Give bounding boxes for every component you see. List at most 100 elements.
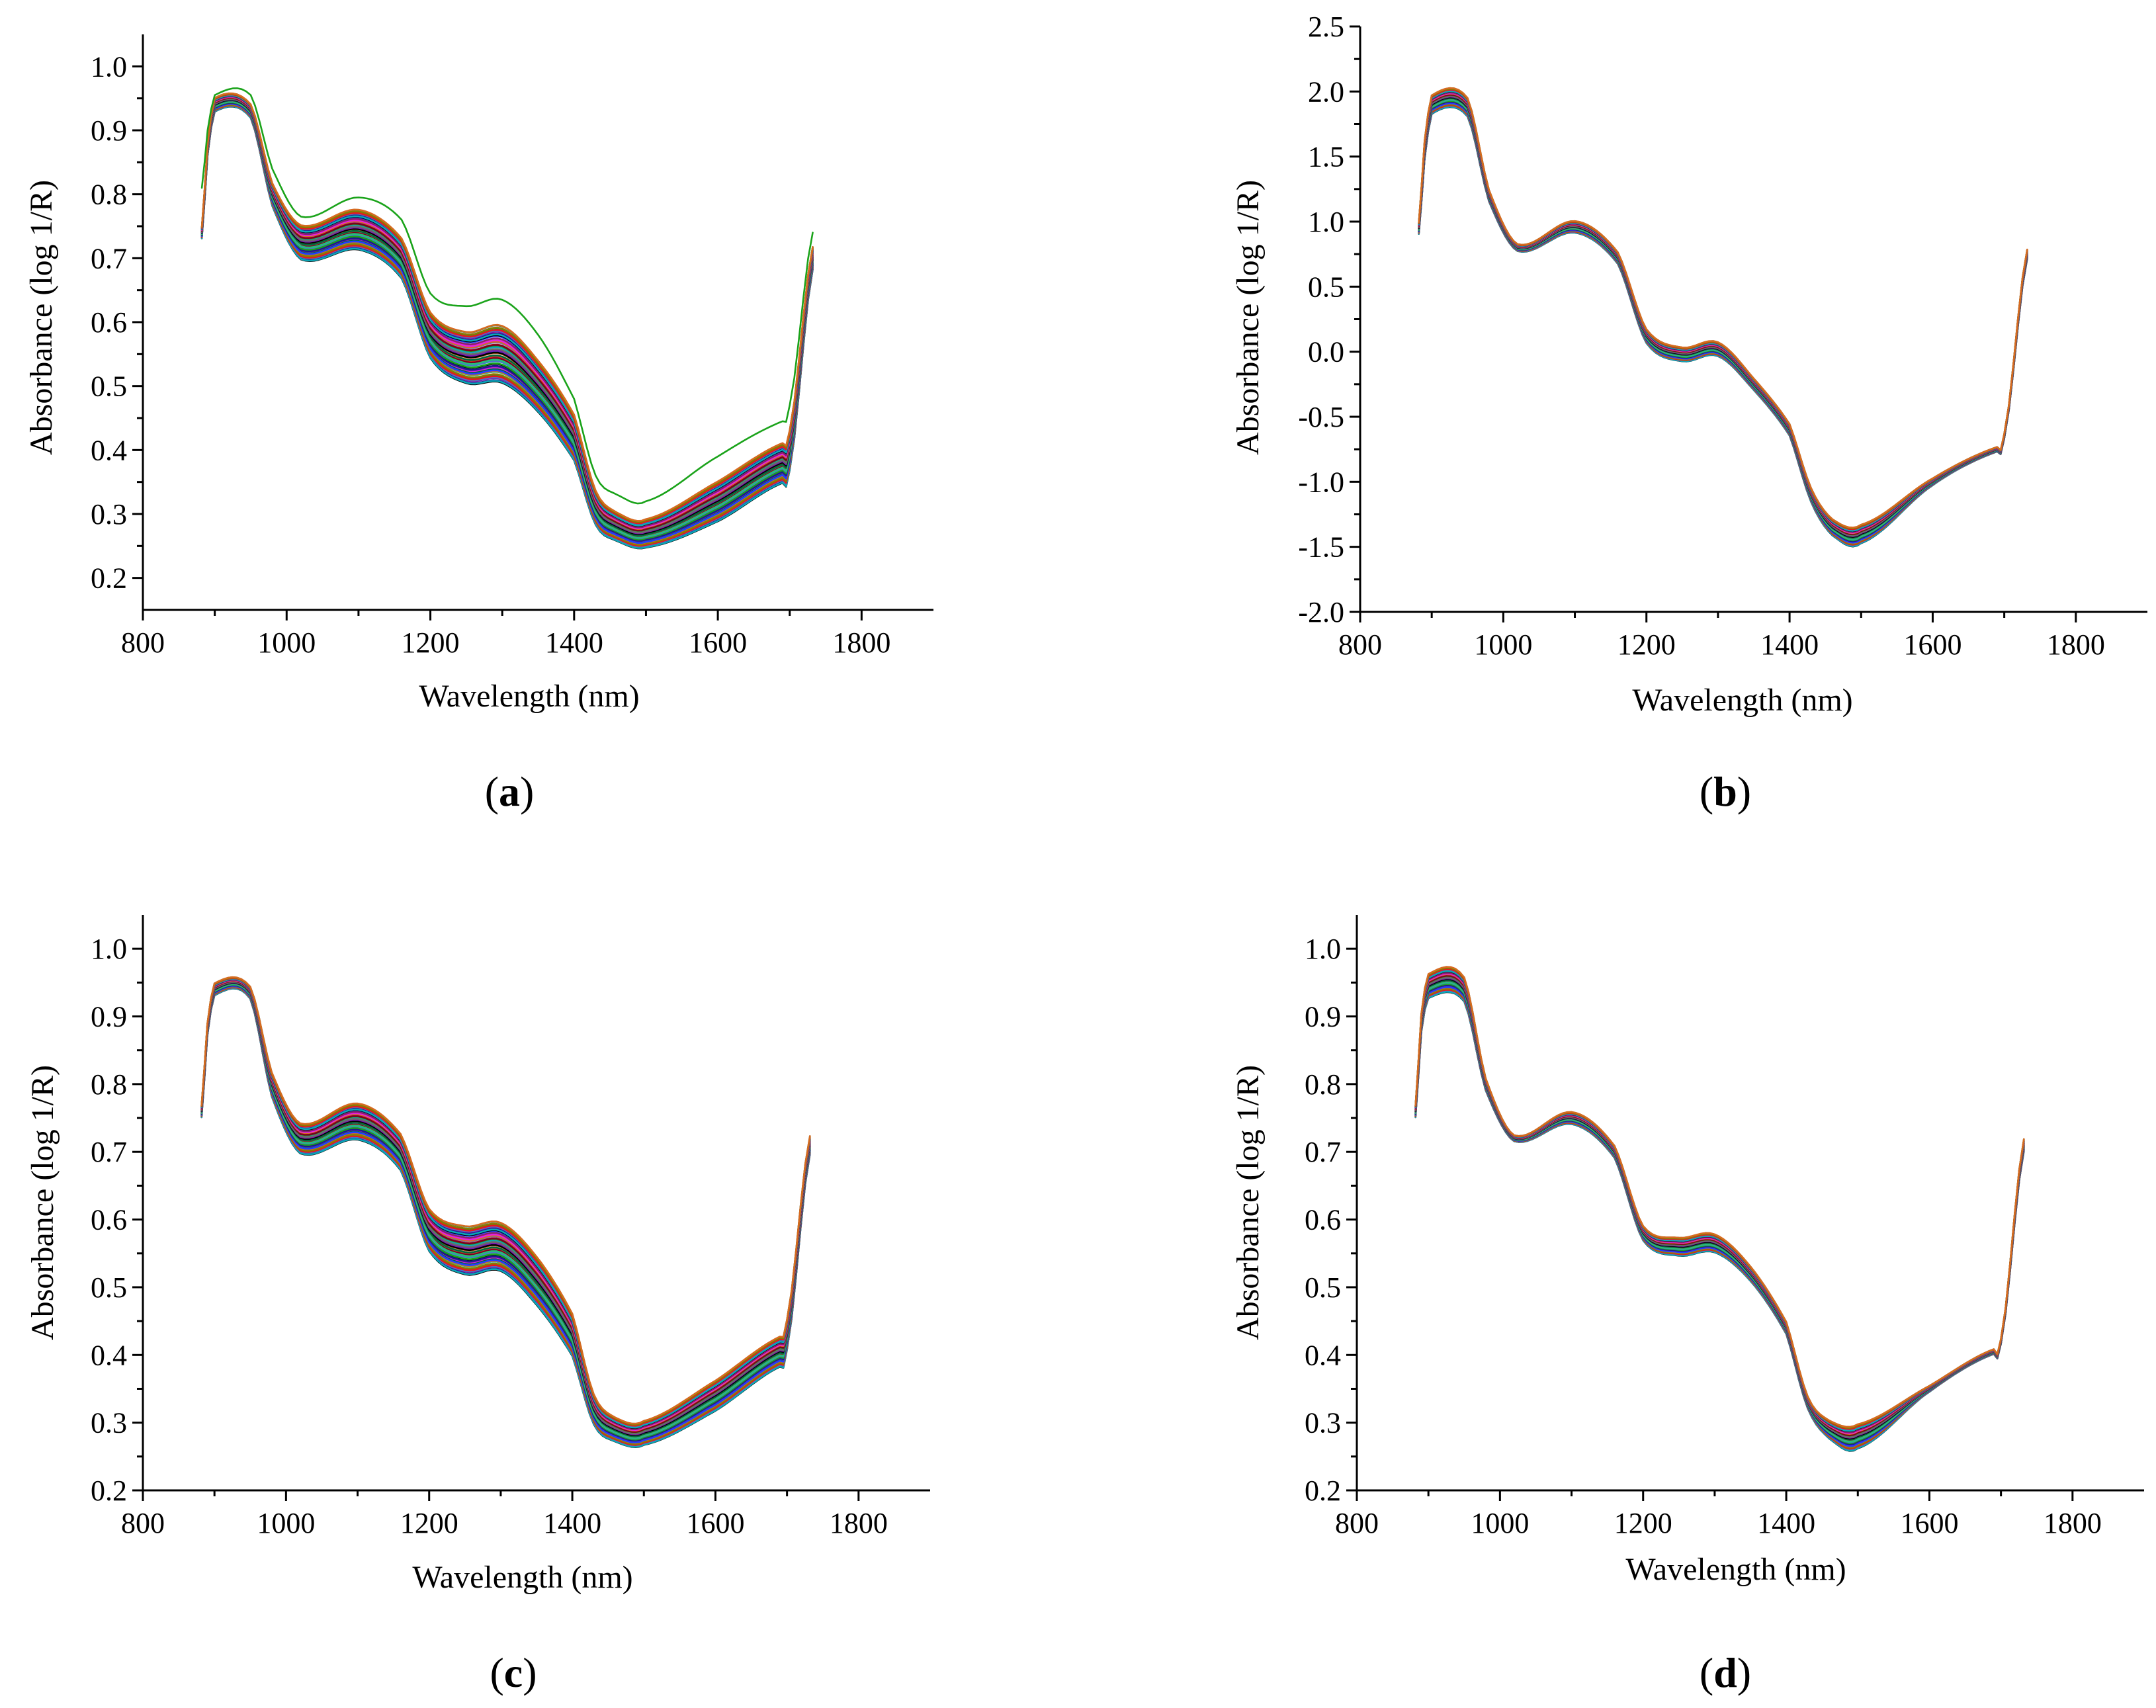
x-axis-title-d: Wavelength (nm) bbox=[1625, 1552, 1846, 1587]
y-tick-label-a-3: 0.5 bbox=[91, 370, 127, 403]
spectrum-line-c-30 bbox=[200, 982, 811, 1437]
y-tick-label-c-8: 1.0 bbox=[91, 933, 127, 965]
y-tick-label-c-3: 0.5 bbox=[91, 1271, 127, 1304]
y-tick-label-c-2: 0.4 bbox=[91, 1339, 127, 1371]
x-axis-title-c: Wavelength (nm) bbox=[412, 1560, 632, 1595]
spectrum-line-a-59 bbox=[200, 93, 814, 523]
spectrum-line-c-4 bbox=[200, 987, 811, 1448]
spectrum-line-c-48 bbox=[200, 979, 811, 1430]
spectrum-line-a-52 bbox=[200, 95, 814, 527]
y-tick-label-a-7: 0.9 bbox=[91, 114, 127, 147]
y-tick-label-c-1: 0.3 bbox=[91, 1407, 127, 1439]
spectrum-line-a-48 bbox=[200, 95, 814, 529]
y-tick-label-b-2: -1.0 bbox=[1298, 466, 1344, 498]
y-tick-label-d-6: 0.8 bbox=[1305, 1068, 1341, 1101]
spectrum-line-a-56 bbox=[200, 93, 814, 525]
y-tick-label-c-0: 0.2 bbox=[91, 1474, 127, 1507]
spectrum-line-a-22 bbox=[200, 101, 814, 540]
caption-a: (a) bbox=[485, 768, 535, 815]
panel-d: 800 1000 1200 1400 1600 1800 0.2 0.3 0.4 0.5 0.6 0.… bbox=[1230, 915, 2144, 1696]
caption-d: (d) bbox=[1700, 1649, 1751, 1696]
spectrum-line-a-11 bbox=[200, 104, 814, 546]
y-tick-label-a-8: 1.0 bbox=[91, 50, 127, 83]
spectrum-line-c-59 bbox=[200, 976, 811, 1426]
x-tick-label-b-1000: 1000 bbox=[1474, 628, 1532, 661]
spectrum-line-a-15 bbox=[200, 103, 814, 544]
panel-a: 800 1000 1200 1400 1600 1800 0.2 0.3 0.4 0.5 0.6 0.… bbox=[24, 34, 933, 815]
panel-c: 800 1000 1200 1400 1600 1800 0.2 0.3 0.4 0.5 0.6 0.… bbox=[25, 915, 930, 1696]
axes-a: 800 1000 1200 1400 1600 1800 0.2 0.3 0.4 0.5 0.6 0.… bbox=[91, 34, 933, 659]
spectrum-line-c-15 bbox=[200, 985, 811, 1443]
spectrum-line-a-19 bbox=[200, 102, 814, 542]
y-axis-title-c: Absorbance (log 1/R) bbox=[25, 1065, 60, 1340]
y-axis-title-a: Absorbance (log 1/R) bbox=[24, 180, 59, 455]
y-tick-label-d-8: 1.0 bbox=[1305, 933, 1341, 965]
x-tick-label-b-1600: 1600 bbox=[1903, 628, 1962, 661]
y-tick-label-b-5: 0.5 bbox=[1308, 271, 1344, 303]
x-tick-label-c-1000: 1000 bbox=[257, 1507, 315, 1539]
spectrum-line-a-41 bbox=[200, 97, 814, 532]
x-axis-title-a: Wavelength (nm) bbox=[419, 679, 639, 714]
y-tick-label-d-4: 0.6 bbox=[1305, 1204, 1341, 1236]
spectrum-line-a-26 bbox=[200, 101, 814, 539]
y-tick-label-a-4: 0.6 bbox=[91, 306, 127, 339]
spectrum-line-b-60 bbox=[1418, 87, 2028, 529]
panel-b: 800 1000 1200 1400 1600 1800 -2.0 -1.5 -1.0 -0.5 0… bbox=[1230, 11, 2147, 815]
spectrum-line-c-52 bbox=[200, 978, 811, 1429]
y-tick-label-c-5: 0.7 bbox=[91, 1136, 127, 1168]
y-tick-label-a-0: 0.2 bbox=[91, 562, 127, 595]
spectrum-line-c-19 bbox=[200, 984, 811, 1442]
y-tick-label-d-0: 0.2 bbox=[1305, 1474, 1341, 1507]
x-tick-label-d-1200: 1200 bbox=[1614, 1507, 1672, 1539]
y-tick-label-d-5: 0.7 bbox=[1305, 1136, 1341, 1168]
y-tick-label-c-6: 0.8 bbox=[91, 1068, 127, 1101]
spectrum-line-a-45 bbox=[200, 96, 814, 529]
y-tick-label-b-3: -0.5 bbox=[1298, 401, 1344, 433]
x-tick-label-a-1800: 1800 bbox=[832, 626, 890, 659]
y-tick-label-c-7: 0.9 bbox=[91, 1001, 127, 1033]
y-tick-label-b-9: 2.5 bbox=[1308, 11, 1344, 43]
y-tick-label-a-2: 0.4 bbox=[91, 434, 127, 466]
series-layer-d bbox=[1414, 966, 2025, 1452]
x-tick-label-b-1400: 1400 bbox=[1760, 628, 1819, 661]
spectrum-line-a-33 bbox=[200, 99, 814, 535]
x-tick-label-c-800: 800 bbox=[121, 1507, 165, 1539]
spectrum-line-a-4 bbox=[200, 105, 814, 549]
x-axis-title-b: Wavelength (nm) bbox=[1632, 683, 1852, 718]
spectrum-outlier-a bbox=[200, 87, 814, 505]
x-tick-label-a-800: 800 bbox=[121, 626, 165, 659]
spectrum-line-a-37 bbox=[200, 98, 814, 534]
x-tick-label-a-1600: 1600 bbox=[689, 626, 747, 659]
y-axis-title-d: Absorbance (log 1/R) bbox=[1230, 1065, 1266, 1340]
y-axis-title-b: Absorbance (log 1/R) bbox=[1230, 180, 1266, 455]
x-tick-label-d-1400: 1400 bbox=[1757, 1507, 1815, 1539]
y-tick-label-b-1: -1.5 bbox=[1298, 531, 1344, 564]
x-tick-label-a-1400: 1400 bbox=[545, 626, 603, 659]
x-tick-label-b-1800: 1800 bbox=[2047, 628, 2105, 661]
y-tick-label-c-4: 0.6 bbox=[91, 1204, 127, 1236]
series-layer-a bbox=[200, 87, 814, 550]
caption-b: (b) bbox=[1700, 768, 1751, 815]
spectrum-line-a-30 bbox=[200, 99, 814, 537]
spectrum-line-c-41 bbox=[200, 980, 811, 1433]
spectrum-line-c-11 bbox=[200, 986, 811, 1445]
y-tick-label-b-4: 0.0 bbox=[1308, 336, 1344, 368]
x-tick-label-d-1000: 1000 bbox=[1471, 1507, 1529, 1539]
y-tick-label-b-6: 1.0 bbox=[1308, 206, 1344, 238]
x-tick-label-d-1600: 1600 bbox=[1900, 1507, 1958, 1539]
spectrum-line-d-60 bbox=[1414, 966, 2025, 1428]
axes-d: 800 1000 1200 1400 1600 1800 0.2 0.3 0.4 0.5 0.6 0.… bbox=[1305, 915, 2144, 1539]
x-tick-label-b-800: 800 bbox=[1338, 628, 1382, 661]
y-tick-label-d-2: 0.4 bbox=[1305, 1339, 1341, 1371]
spectrum-line-c-26 bbox=[200, 983, 811, 1439]
x-tick-label-b-1200: 1200 bbox=[1617, 628, 1676, 661]
y-tick-label-d-1: 0.3 bbox=[1305, 1407, 1341, 1439]
spectrum-line-c-56 bbox=[200, 977, 811, 1427]
x-tick-label-d-1800: 1800 bbox=[2044, 1507, 2102, 1539]
x-tick-label-a-1000: 1000 bbox=[257, 626, 316, 659]
spectrum-line-c-22 bbox=[200, 984, 811, 1441]
x-tick-label-c-1600: 1600 bbox=[686, 1507, 744, 1539]
y-tick-label-a-1: 0.3 bbox=[91, 498, 127, 531]
